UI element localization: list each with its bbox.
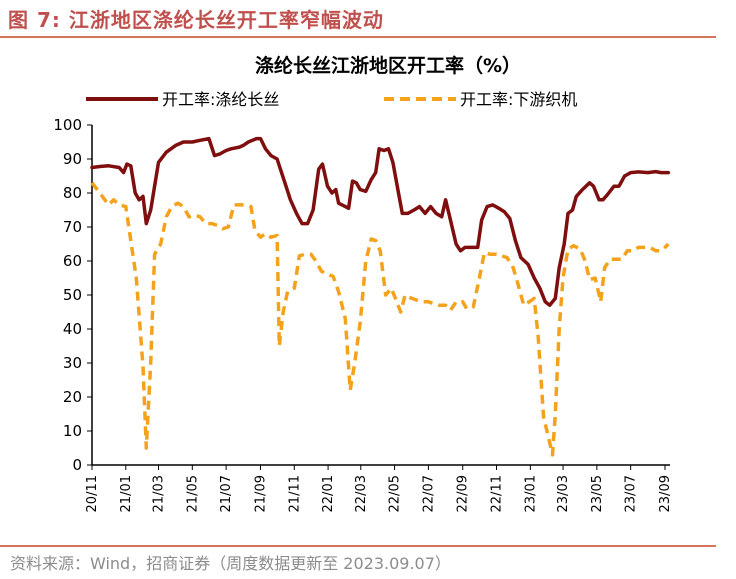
y-tick-label: 30 xyxy=(63,354,82,372)
y-axis-ticks: 0 10 20 30 40 50 60 70 80 90 100 xyxy=(53,116,92,474)
x-tick-label: 23/09 xyxy=(658,475,673,512)
figure-header: 图 7: 江浙地区涤纶长丝开工率窄幅波动 xyxy=(8,2,384,34)
x-tick-label: 23/05 xyxy=(590,475,605,512)
chart-title: 涤纶长丝江浙地区开工率（%） xyxy=(255,54,521,77)
legend-label-series-1: 开工率:涤纶长丝 xyxy=(162,90,279,109)
x-tick-label: 22/09 xyxy=(456,475,471,512)
chart: 涤纶长丝江浙地区开工率（%） 开工率:涤纶长丝 开工率:下游织机 0 10 20 30… xyxy=(53,54,673,512)
source-note: 资料来源：Wind，招商证券（周度数据更新至 2023.09.07） xyxy=(10,554,451,573)
series-line-1 xyxy=(90,136,671,307)
x-tick-label: 21/03 xyxy=(152,475,167,512)
x-tick-label: 22/05 xyxy=(388,475,403,512)
figure-number: 图 7: xyxy=(8,7,61,32)
y-tick-label: 90 xyxy=(63,150,82,168)
y-tick-label: 20 xyxy=(63,388,82,406)
y-tick-label: 100 xyxy=(53,116,82,134)
x-tick-label: 22/11 xyxy=(490,475,505,512)
top-rule xyxy=(0,36,716,38)
bottom-rule xyxy=(0,545,716,547)
y-tick-label: 50 xyxy=(63,286,82,304)
axes xyxy=(91,125,670,466)
y-tick-label: 80 xyxy=(63,184,82,202)
x-tick-label: 21/01 xyxy=(119,475,134,512)
x-tick-label: 21/09 xyxy=(253,475,268,512)
legend: 开工率:涤纶长丝 开工率:下游织机 xyxy=(86,90,577,109)
figure-title: 江浙地区涤纶长丝开工率窄幅波动 xyxy=(68,7,384,32)
x-tick-label: 21/07 xyxy=(219,475,234,512)
series-lines xyxy=(90,136,671,457)
y-tick-label: 60 xyxy=(63,252,82,270)
x-tick-label: 21/11 xyxy=(287,475,302,512)
y-tick-label: 70 xyxy=(63,218,82,236)
x-tick-label: 22/03 xyxy=(354,475,369,512)
x-tick-label: 20/11 xyxy=(85,475,100,512)
x-tick-label: 23/03 xyxy=(556,475,571,512)
x-tick-label: 23/07 xyxy=(624,475,639,512)
series-line-2 xyxy=(90,181,670,457)
x-tick-label: 22/01 xyxy=(321,475,336,512)
x-axis-ticks: 20/11 21/01 21/03 21/05 21/07 21/09 21/11 22/01… xyxy=(85,465,673,512)
x-tick-label: 22/07 xyxy=(421,475,436,512)
y-tick-label: 0 xyxy=(72,456,82,474)
x-tick-label: 21/05 xyxy=(185,475,200,512)
x-tick-label: 23/01 xyxy=(523,475,538,512)
y-tick-label: 40 xyxy=(63,320,82,338)
legend-label-series-2: 开工率:下游织机 xyxy=(460,90,577,109)
y-tick-label: 10 xyxy=(63,422,82,440)
